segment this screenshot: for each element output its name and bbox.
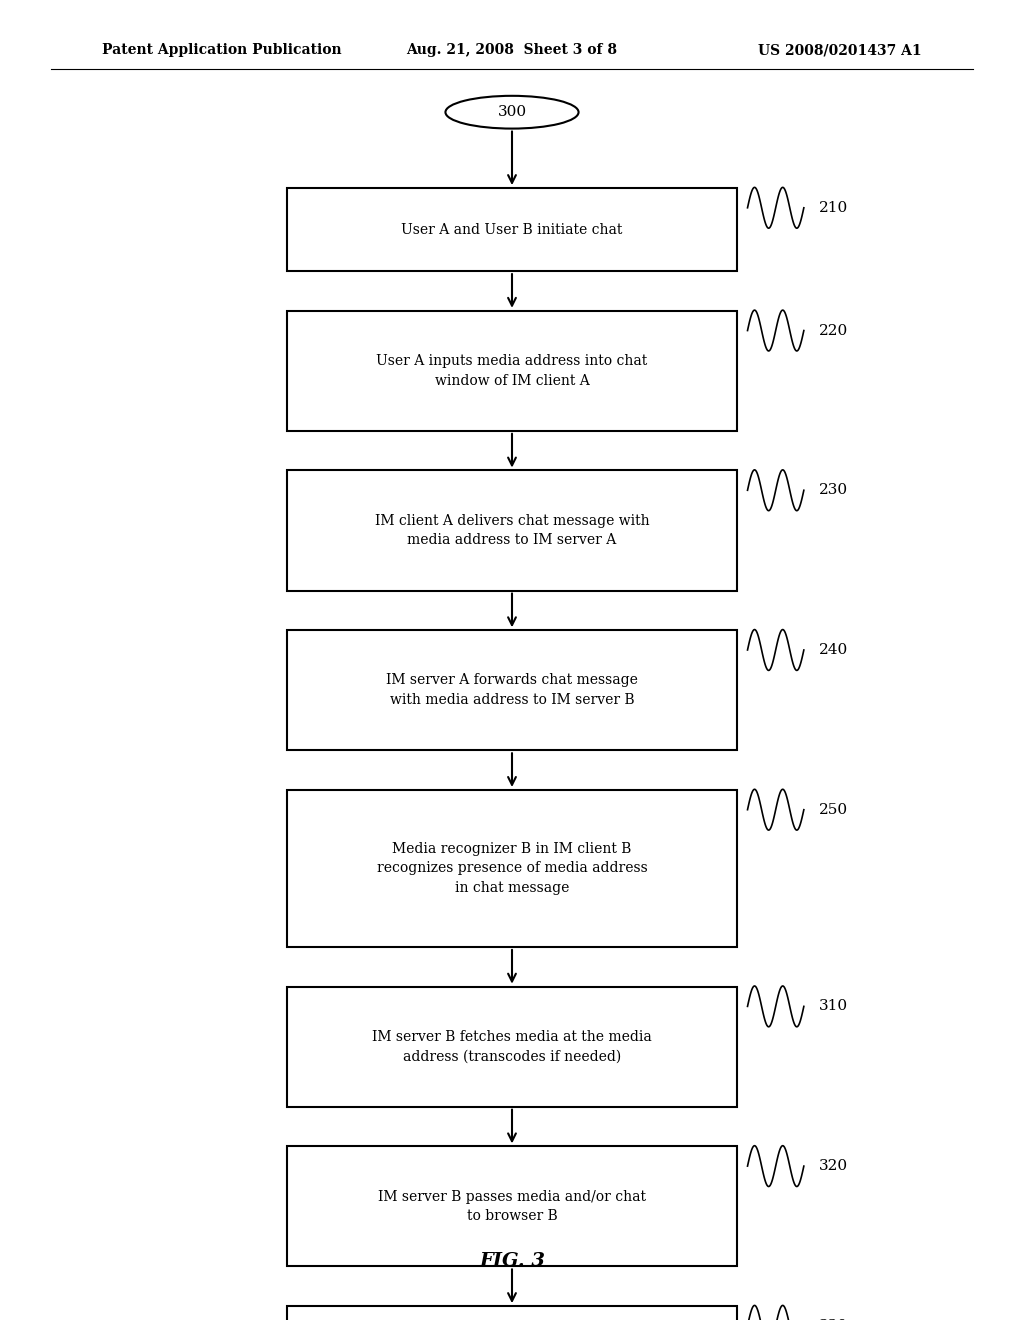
FancyBboxPatch shape	[287, 470, 737, 590]
Text: Aug. 21, 2008  Sheet 3 of 8: Aug. 21, 2008 Sheet 3 of 8	[407, 44, 617, 57]
Text: IM client A delivers chat message with
media address to IM server A: IM client A delivers chat message with m…	[375, 513, 649, 548]
FancyBboxPatch shape	[287, 789, 737, 946]
FancyBboxPatch shape	[287, 1146, 737, 1266]
Text: IM server B passes media and/or chat
to browser B: IM server B passes media and/or chat to …	[378, 1189, 646, 1224]
Text: 210: 210	[819, 201, 849, 215]
FancyBboxPatch shape	[287, 187, 737, 271]
Text: User A and User B initiate chat: User A and User B initiate chat	[401, 223, 623, 236]
Text: IM server A forwards chat message
with media address to IM server B: IM server A forwards chat message with m…	[386, 673, 638, 708]
Text: FIG. 3: FIG. 3	[479, 1251, 545, 1270]
Ellipse shape	[445, 96, 579, 128]
Text: 240: 240	[819, 643, 849, 657]
Text: Patent Application Publication: Patent Application Publication	[102, 44, 342, 57]
Text: 300: 300	[498, 106, 526, 119]
Text: User A inputs media address into chat
window of IM client A: User A inputs media address into chat wi…	[377, 354, 647, 388]
Text: 310: 310	[819, 999, 848, 1014]
Text: 320: 320	[819, 1159, 848, 1173]
FancyBboxPatch shape	[287, 986, 737, 1106]
FancyBboxPatch shape	[287, 1305, 737, 1320]
FancyBboxPatch shape	[287, 630, 737, 750]
Text: IM server B fetches media at the media
address (transcodes if needed): IM server B fetches media at the media a…	[372, 1030, 652, 1064]
Text: US 2008/0201437 A1: US 2008/0201437 A1	[758, 44, 922, 57]
Text: 220: 220	[819, 323, 849, 338]
Text: Media recognizer B in IM client B
recognizes presence of media address
in chat m: Media recognizer B in IM client B recogn…	[377, 842, 647, 895]
FancyBboxPatch shape	[287, 310, 737, 430]
Text: 230: 230	[819, 483, 848, 498]
Text: 250: 250	[819, 803, 848, 817]
